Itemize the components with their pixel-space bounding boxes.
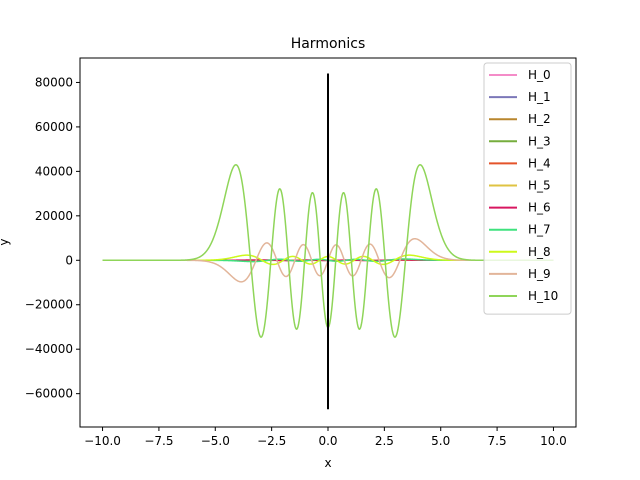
legend-label: H_10 (528, 289, 558, 303)
legend-label: H_8 (528, 245, 551, 259)
x-tick-label: −5.0 (201, 434, 230, 448)
legend-label: H_9 (528, 267, 551, 281)
x-axis-ticks: −10.0 −7.5 −5.0 −2.5 0.0 2.5 5.0 7.5 10.0 (84, 427, 567, 448)
x-tick-label: 7.5 (488, 434, 507, 448)
y-tick-label: −40000 (25, 342, 73, 356)
x-tick-label: 5.0 (431, 434, 450, 448)
x-tick-label: 2.5 (375, 434, 394, 448)
y-axis-ticks: −60000 −40000 −20000 0 20000 40000 60000 80000 (25, 75, 80, 401)
legend-label: H_2 (528, 112, 551, 126)
y-tick-label: −20000 (25, 298, 73, 312)
legend-label: H_6 (528, 201, 551, 215)
legend-label: H_7 (528, 223, 551, 237)
legend-label: H_1 (528, 90, 551, 104)
legend-label: H_5 (528, 179, 551, 193)
y-axis-label: y (0, 238, 11, 245)
y-tick-label: −60000 (25, 387, 73, 401)
legend: H_0 H_1 H_2 H_3 H_4 H_5 H_6 H_7 H_8 H_9 H_10 (483, 62, 572, 315)
legend-label: H_4 (528, 156, 551, 170)
chart-title: Harmonics (291, 36, 366, 52)
x-tick-label: −2.5 (257, 434, 286, 448)
x-axis-label: x (324, 456, 331, 470)
y-tick-label: 80000 (35, 75, 73, 89)
x-tick-label: 0.0 (318, 434, 337, 448)
x-tick-label: 10.0 (540, 434, 567, 448)
x-tick-label: −7.5 (144, 434, 173, 448)
y-tick-label: 40000 (35, 164, 73, 178)
x-tick-label: −10.0 (84, 434, 121, 448)
y-tick-label: 60000 (35, 120, 73, 134)
legend-label: H_0 (528, 68, 551, 82)
y-tick-label: 20000 (35, 209, 73, 223)
y-tick-label: 0 (65, 253, 73, 267)
legend-label: H_3 (528, 134, 551, 148)
